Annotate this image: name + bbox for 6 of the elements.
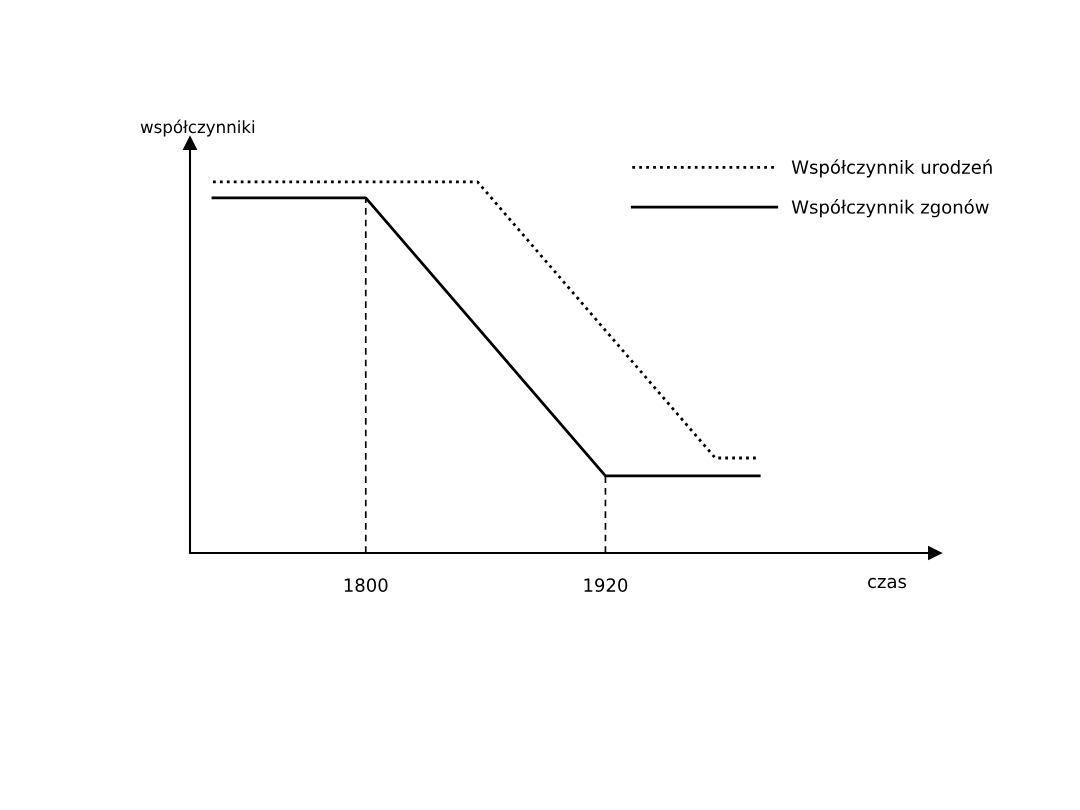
text: Współczynnik urodzeń: [791, 159, 992, 178]
x-tick-label: 1800: [344, 578, 388, 592]
x-axis-title: czas: [868, 577, 907, 589]
text: Współczynnik zgonów: [791, 199, 989, 218]
x-tick-label: 1920: [584, 578, 628, 592]
y-axis-title: współczynniki: [140, 119, 255, 137]
